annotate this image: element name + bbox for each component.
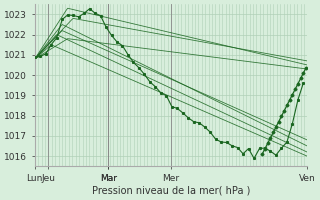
- X-axis label: Pression niveau de la mer( hPa ): Pression niveau de la mer( hPa ): [92, 186, 250, 196]
